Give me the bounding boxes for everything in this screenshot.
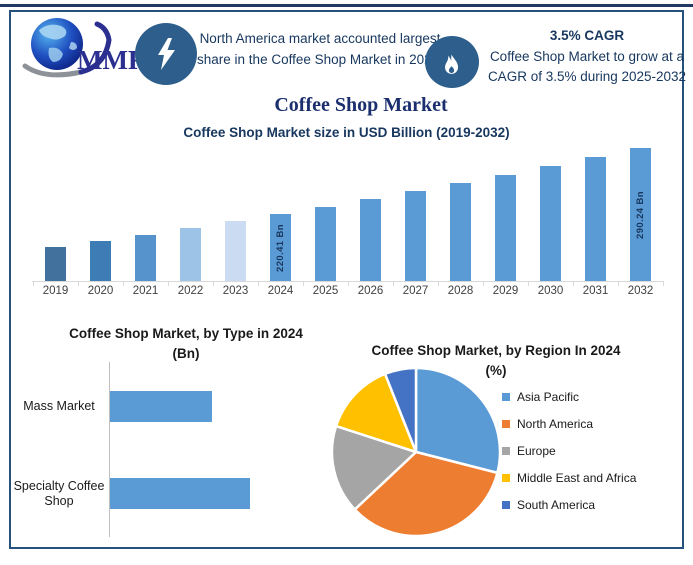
by-region-chart-title-line2: (%) (485, 363, 507, 378)
type-bar-1 (110, 478, 250, 509)
legend-item-europe: Europe (502, 442, 556, 460)
x-tick-label-2021: 2021 (132, 285, 159, 297)
x-axis-tick (33, 282, 34, 286)
x-tick-label-2030: 2030 (537, 285, 564, 297)
bar-data-label-2032: 290.24 Bn (630, 148, 651, 281)
x-axis-tick (528, 282, 529, 286)
x-axis-tick (393, 282, 394, 286)
legend-label: South America (517, 498, 596, 512)
pie-slice-north-america (353, 450, 499, 538)
bar-2027 (405, 191, 426, 281)
bar-2031 (585, 157, 606, 281)
flame-badge (425, 36, 479, 88)
x-axis-tick (258, 282, 259, 286)
x-tick-label-2026: 2026 (357, 285, 384, 297)
page-title: Coffee Shop Market (274, 94, 448, 116)
bar-2028 (450, 183, 471, 281)
legend-item-asia-pacific: Asia Pacific (502, 388, 579, 406)
bar-2032: 290.24 Bn (630, 148, 651, 281)
x-axis-tick (573, 282, 574, 286)
by-region-pie-chart (330, 366, 502, 538)
x-axis-tick (618, 282, 619, 286)
bar-data-label-text: 220.41 Bn (275, 223, 286, 272)
x-tick-label-2022: 2022 (177, 285, 204, 297)
by-type-chart-title: Coffee Shop Market, by Type in 2024 (Bn) (21, 324, 351, 364)
legend-item-north-america: North America (502, 415, 593, 433)
infographic-card: MMR North America market accounted large… (9, 10, 686, 549)
pie-slice-asia-pacific (414, 366, 502, 475)
x-tick-label-2019: 2019 (42, 285, 69, 297)
x-axis-tick (303, 282, 304, 286)
type-category-label-0: Mass Market (23, 399, 95, 413)
market-size-chart-title: Coffee Shop Market size in USD Billion (… (183, 125, 510, 140)
type-category-label-1: Specialty Coffee Shop (13, 478, 105, 508)
bar-2025 (315, 207, 336, 281)
legend-marker (502, 501, 510, 509)
globe-swoosh-icon (22, 18, 112, 78)
by-type-chart-title-line1: Coffee Shop Market, by Type in 2024 (69, 326, 303, 341)
legend-marker (502, 393, 510, 401)
market-size-chart-plot: 220.41 Bn 290.24 Bn (32, 131, 664, 286)
x-tick-label-2031: 2031 (582, 285, 609, 297)
x-tick-label-2032: 2032 (627, 285, 654, 297)
x-axis-tick (168, 282, 169, 286)
pie-slice-europe (330, 424, 418, 511)
x-axis-tick (438, 282, 439, 286)
bar-2024: 220.41 Bn (270, 214, 291, 281)
by-type-chart-title-line2: (Bn) (172, 346, 200, 361)
by-region-chart-title: Coffee Shop Market, by Region In 2024 (%… (341, 341, 651, 381)
lightning-badge (135, 23, 197, 85)
legend-label: Asia Pacific (517, 390, 580, 404)
pie-slice-middle-east-and-africa (334, 372, 418, 454)
x-axis-tick (213, 282, 214, 286)
bar-2022 (180, 228, 201, 281)
x-axis-tick (78, 282, 79, 286)
bar-data-label-text: 290.24 Bn (635, 190, 646, 239)
by-region-chart-title-line1: Coffee Shop Market, by Region In 2024 (371, 343, 621, 358)
legend-item-south-america: South America (502, 496, 595, 514)
x-axis-tick (348, 282, 349, 286)
x-tick-label-2029: 2029 (492, 285, 519, 297)
x-axis-tick (663, 282, 664, 286)
by-type-chart-axis-line (109, 362, 110, 537)
legend-marker (502, 447, 510, 455)
highlight-text: North America market accounted largest s… (197, 31, 443, 67)
legend-label: North America (517, 417, 594, 431)
bar-2029 (495, 175, 516, 281)
mmr-logo: MMR (22, 18, 148, 78)
legend-label: Middle East and Africa (517, 471, 637, 485)
cagr-title: 3.5% CAGR (549, 28, 625, 43)
type-bar-0 (110, 391, 212, 422)
legend-marker (502, 474, 510, 482)
x-axis-tick (483, 282, 484, 286)
bar-2019 (45, 247, 66, 281)
x-tick-label-2024: 2024 (267, 285, 294, 297)
top-divider-line (0, 4, 693, 7)
x-tick-label-2020: 2020 (87, 285, 114, 297)
bar-2023 (225, 221, 246, 281)
x-axis-tick (123, 282, 124, 286)
legend-item-middle-east-and-africa: Middle East and Africa (502, 469, 636, 487)
cagr-block: 3.5% CAGR Coffee Shop Market to grow at … (485, 28, 689, 87)
bar-2030 (540, 166, 561, 281)
x-tick-label-2023: 2023 (222, 285, 249, 297)
x-tick-label-2028: 2028 (447, 285, 474, 297)
lightning-icon (158, 38, 175, 70)
bar-2021 (135, 235, 156, 281)
x-tick-label-2025: 2025 (312, 285, 339, 297)
bar-2026 (360, 199, 381, 281)
legend-marker (502, 420, 510, 428)
bar-2020 (90, 241, 111, 281)
x-tick-label-2027: 2027 (402, 285, 429, 297)
bar-data-label-2024: 220.41 Bn (270, 214, 291, 281)
legend-label: Europe (517, 444, 556, 458)
pie-slice-south-america (383, 366, 418, 454)
flame-icon (445, 54, 459, 74)
cagr-text: Coffee Shop Market to grow at a CAGR of … (487, 49, 687, 84)
